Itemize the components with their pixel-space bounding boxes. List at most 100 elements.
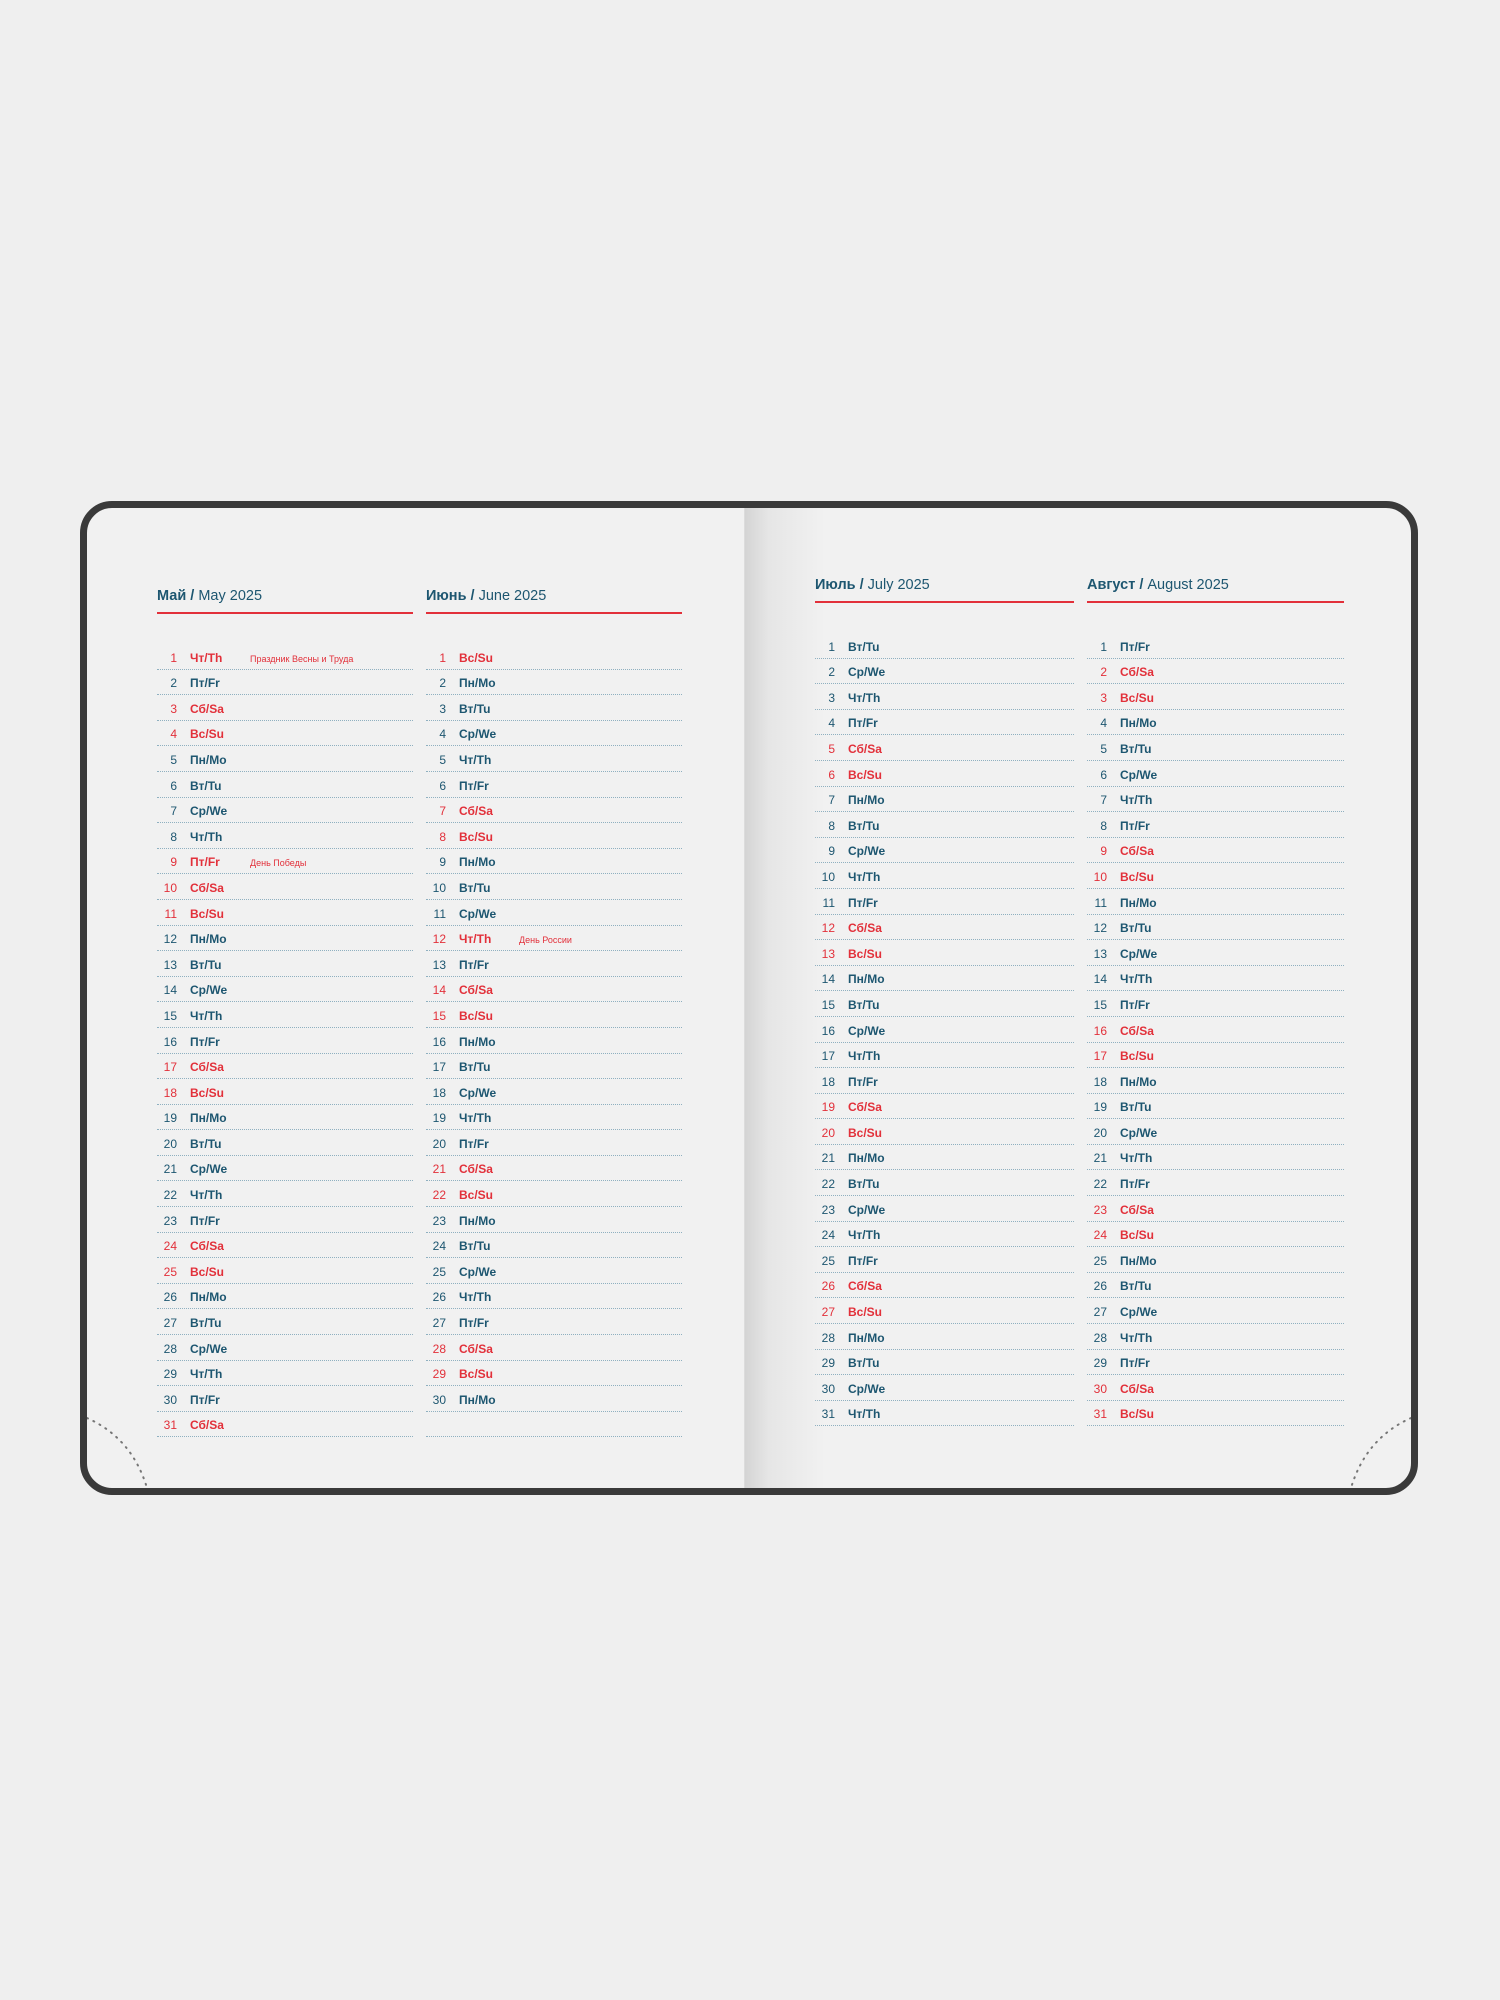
day-row[interactable]: 3 Вс/Su <box>1087 684 1344 710</box>
day-row[interactable]: 5 Чт/Th <box>426 746 682 772</box>
day-row[interactable]: 19 Вт/Tu <box>1087 1094 1344 1120</box>
day-row[interactable]: 4 Вс/Su <box>157 721 413 747</box>
day-row[interactable]: 17 Чт/Th <box>815 1043 1074 1069</box>
day-row[interactable]: 1 Вс/Su <box>426 644 682 670</box>
day-row[interactable]: 23 Пт/Fr <box>157 1207 413 1233</box>
day-row[interactable]: 4 Ср/We <box>426 721 682 747</box>
day-row[interactable]: 6 Вс/Su <box>815 761 1074 787</box>
day-row[interactable]: 17 Вс/Su <box>1087 1043 1344 1069</box>
day-row[interactable]: 22 Пт/Fr <box>1087 1170 1344 1197</box>
day-row[interactable]: 10 Вт/Tu <box>426 874 682 900</box>
day-row[interactable]: 27 Вс/Su <box>815 1298 1074 1325</box>
day-row[interactable]: 9 Пт/Fr День Победы <box>157 849 413 875</box>
day-row[interactable]: 2 Пт/Fr <box>157 670 413 696</box>
day-row[interactable]: 28 Чт/Th <box>1087 1324 1344 1350</box>
day-row[interactable]: 10 Чт/Th <box>815 863 1074 889</box>
day-row[interactable]: 7 Пн/Mo <box>815 787 1074 813</box>
day-row[interactable]: 11 Вс/Su <box>157 900 413 926</box>
day-row[interactable]: 6 Пт/Fr <box>426 772 682 798</box>
day-row[interactable]: 5 Сб/Sa <box>815 735 1074 761</box>
day-row[interactable]: 5 Пн/Mo <box>157 746 413 772</box>
day-row[interactable]: 31 Чт/Th <box>815 1401 1074 1427</box>
day-row[interactable]: 14 Пн/Mo <box>815 966 1074 992</box>
day-row[interactable]: 3 Вт/Tu <box>426 695 682 721</box>
day-row[interactable]: 28 Ср/We <box>157 1335 413 1361</box>
day-row[interactable]: 24 Чт/Th <box>815 1222 1074 1248</box>
day-row[interactable]: 26 Сб/Sa <box>815 1273 1074 1299</box>
day-row[interactable]: 15 Вт/Tu <box>815 991 1074 1017</box>
day-row[interactable]: 8 Пт/Fr <box>1087 812 1344 838</box>
day-row[interactable]: 31 Сб/Sa <box>157 1412 413 1438</box>
day-row[interactable]: 2 Пн/Mo <box>426 670 682 696</box>
day-row[interactable]: 27 Ср/We <box>1087 1298 1344 1325</box>
day-row[interactable]: 26 Вт/Tu <box>1087 1273 1344 1299</box>
day-row[interactable]: 12 Вт/Tu <box>1087 915 1344 941</box>
day-row[interactable]: 6 Ср/We <box>1087 761 1344 787</box>
day-row[interactable]: 23 Ср/We <box>815 1196 1074 1222</box>
day-row[interactable]: 4 Пт/Fr <box>815 710 1074 736</box>
day-row[interactable]: 9 Сб/Sa <box>1087 838 1344 864</box>
day-row[interactable]: 15 Пт/Fr <box>1087 991 1344 1017</box>
day-row[interactable]: 24 Вс/Su <box>1087 1222 1344 1248</box>
day-row[interactable]: 8 Чт/Th <box>157 823 413 849</box>
day-row[interactable]: 30 Пт/Fr <box>157 1386 413 1412</box>
day-row[interactable]: 2 Сб/Sa <box>1087 659 1344 685</box>
day-row[interactable]: 3 Чт/Th <box>815 684 1074 710</box>
day-row[interactable]: 18 Ср/We <box>426 1079 682 1105</box>
day-row[interactable]: 25 Пт/Fr <box>815 1247 1074 1273</box>
day-row[interactable]: 1 Вт/Tu <box>815 633 1074 659</box>
day-row[interactable]: 18 Пн/Mo <box>1087 1068 1344 1094</box>
day-row[interactable]: 7 Ср/We <box>157 798 413 824</box>
day-row[interactable]: 1 Пт/Fr <box>1087 633 1344 659</box>
day-row[interactable]: 11 Ср/We <box>426 900 682 926</box>
day-row[interactable]: 28 Пн/Mo <box>815 1324 1074 1350</box>
day-row[interactable]: 12 Пн/Mo <box>157 926 413 952</box>
day-row[interactable]: 27 Пт/Fr <box>426 1309 682 1336</box>
day-row[interactable]: 14 Чт/Th <box>1087 966 1344 992</box>
day-row[interactable]: 15 Вс/Su <box>426 1002 682 1028</box>
day-row[interactable]: 8 Вс/Su <box>426 823 682 849</box>
day-row[interactable]: 17 Вт/Tu <box>426 1054 682 1080</box>
day-row[interactable]: 13 Вт/Tu <box>157 951 413 977</box>
day-row[interactable]: 10 Сб/Sa <box>157 874 413 900</box>
day-row[interactable]: 28 Сб/Sa <box>426 1335 682 1361</box>
day-row[interactable]: 22 Чт/Th <box>157 1181 413 1208</box>
day-row[interactable]: 26 Пн/Mo <box>157 1284 413 1310</box>
day-row[interactable]: 18 Вс/Su <box>157 1079 413 1105</box>
day-row[interactable]: 12 Сб/Sa <box>815 915 1074 941</box>
day-row[interactable]: 6 Вт/Tu <box>157 772 413 798</box>
day-row[interactable]: 14 Сб/Sa <box>426 977 682 1003</box>
day-row[interactable]: 29 Пт/Fr <box>1087 1350 1344 1376</box>
day-row[interactable]: 15 Чт/Th <box>157 1002 413 1028</box>
day-row[interactable]: 22 Вс/Su <box>426 1181 682 1208</box>
day-row[interactable]: 31 Вс/Su <box>1087 1401 1344 1427</box>
day-row[interactable]: 18 Пт/Fr <box>815 1068 1074 1094</box>
day-row[interactable]: 20 Ср/We <box>1087 1119 1344 1145</box>
day-row[interactable]: 13 Вс/Su <box>815 940 1074 966</box>
day-row[interactable]: 27 Вт/Tu <box>157 1309 413 1336</box>
day-row[interactable]: 17 Сб/Sa <box>157 1054 413 1080</box>
day-row[interactable]: 11 Пт/Fr <box>815 889 1074 915</box>
day-row[interactable]: 21 Сб/Sa <box>426 1156 682 1182</box>
day-row[interactable]: 11 Пн/Mo <box>1087 889 1344 915</box>
day-row[interactable]: 19 Чт/Th <box>426 1105 682 1131</box>
day-row[interactable]: 16 Ср/We <box>815 1017 1074 1043</box>
day-row[interactable]: 23 Сб/Sa <box>1087 1196 1344 1222</box>
day-row[interactable]: 29 Вс/Su <box>426 1361 682 1387</box>
day-row[interactable]: 7 Сб/Sa <box>426 798 682 824</box>
day-row[interactable]: 13 Ср/We <box>1087 940 1344 966</box>
day-row[interactable]: 19 Пн/Mo <box>157 1105 413 1131</box>
day-row[interactable]: 30 Ср/We <box>815 1375 1074 1401</box>
day-row[interactable]: 16 Сб/Sa <box>1087 1017 1344 1043</box>
day-row[interactable]: 9 Пн/Mo <box>426 849 682 875</box>
day-row[interactable]: 5 Вт/Tu <box>1087 735 1344 761</box>
day-row[interactable]: 21 Ср/We <box>157 1156 413 1182</box>
day-row[interactable]: 1 Чт/Th Праздник Весны и Труда <box>157 644 413 670</box>
day-row[interactable]: 20 Вс/Su <box>815 1119 1074 1145</box>
day-row[interactable]: 22 Вт/Tu <box>815 1170 1074 1197</box>
day-row[interactable]: 29 Вт/Tu <box>815 1350 1074 1376</box>
day-row[interactable]: 26 Чт/Th <box>426 1284 682 1310</box>
day-row[interactable]: 20 Вт/Tu <box>157 1130 413 1156</box>
day-row[interactable]: 14 Ср/We <box>157 977 413 1003</box>
day-row[interactable]: 24 Вт/Tu <box>426 1233 682 1259</box>
